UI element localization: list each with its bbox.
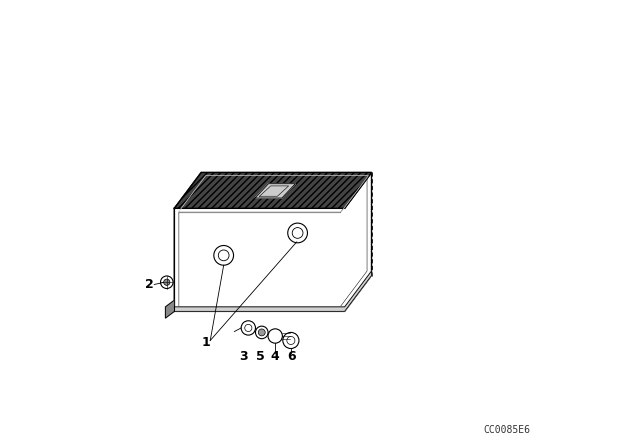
Text: 4: 4 [271,349,280,363]
Text: 5: 5 [255,349,264,363]
Circle shape [259,329,265,336]
Polygon shape [174,172,202,311]
Text: 3: 3 [239,349,248,363]
Text: 1: 1 [202,336,210,349]
Text: CC0085E6: CC0085E6 [484,425,531,435]
Text: 6: 6 [287,349,296,363]
Polygon shape [174,172,371,208]
Circle shape [164,279,170,285]
Polygon shape [174,172,371,208]
Polygon shape [174,172,371,311]
Polygon shape [255,184,296,198]
Polygon shape [174,271,371,311]
Text: 2: 2 [145,278,154,291]
Polygon shape [165,300,174,318]
